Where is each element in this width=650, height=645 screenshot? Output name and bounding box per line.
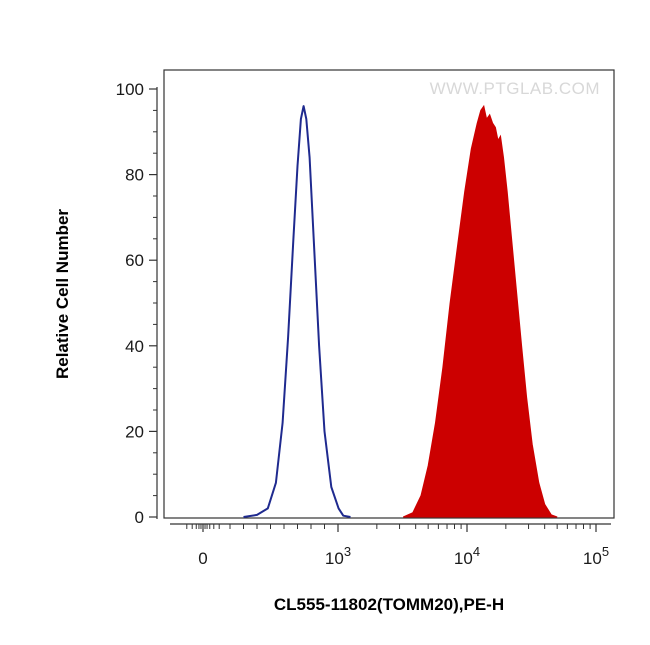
y-axis: 0 20 40 60 80 100 xyxy=(116,80,158,527)
series-layer xyxy=(243,104,558,518)
plot-frame xyxy=(163,69,615,519)
y-tick-label: 20 xyxy=(125,422,144,441)
x-tick-label: 103 xyxy=(325,544,351,568)
x-axis: 0 103 104 105 xyxy=(170,523,611,568)
y-tick-label: 0 xyxy=(135,508,144,527)
stained-sample-histogram xyxy=(402,104,558,518)
x-tick-label: 0 xyxy=(198,549,207,568)
y-tick-label: 40 xyxy=(125,337,144,356)
x-tick-label: 105 xyxy=(583,544,609,568)
plot-area: WWW.PTGLAB.COM xyxy=(163,69,615,519)
x-tick-label: 104 xyxy=(454,544,480,568)
y-axis-title: Relative Cell Number xyxy=(53,209,72,379)
x-axis-title: CL555-11802(TOMM20),PE-H xyxy=(274,595,504,614)
control-histogram-outline xyxy=(243,105,351,518)
watermark-text: WWW.PTGLAB.COM xyxy=(430,79,600,98)
y-tick-label: 60 xyxy=(125,251,144,270)
y-tick-label: 80 xyxy=(125,166,144,185)
y-tick-label: 100 xyxy=(116,80,144,99)
